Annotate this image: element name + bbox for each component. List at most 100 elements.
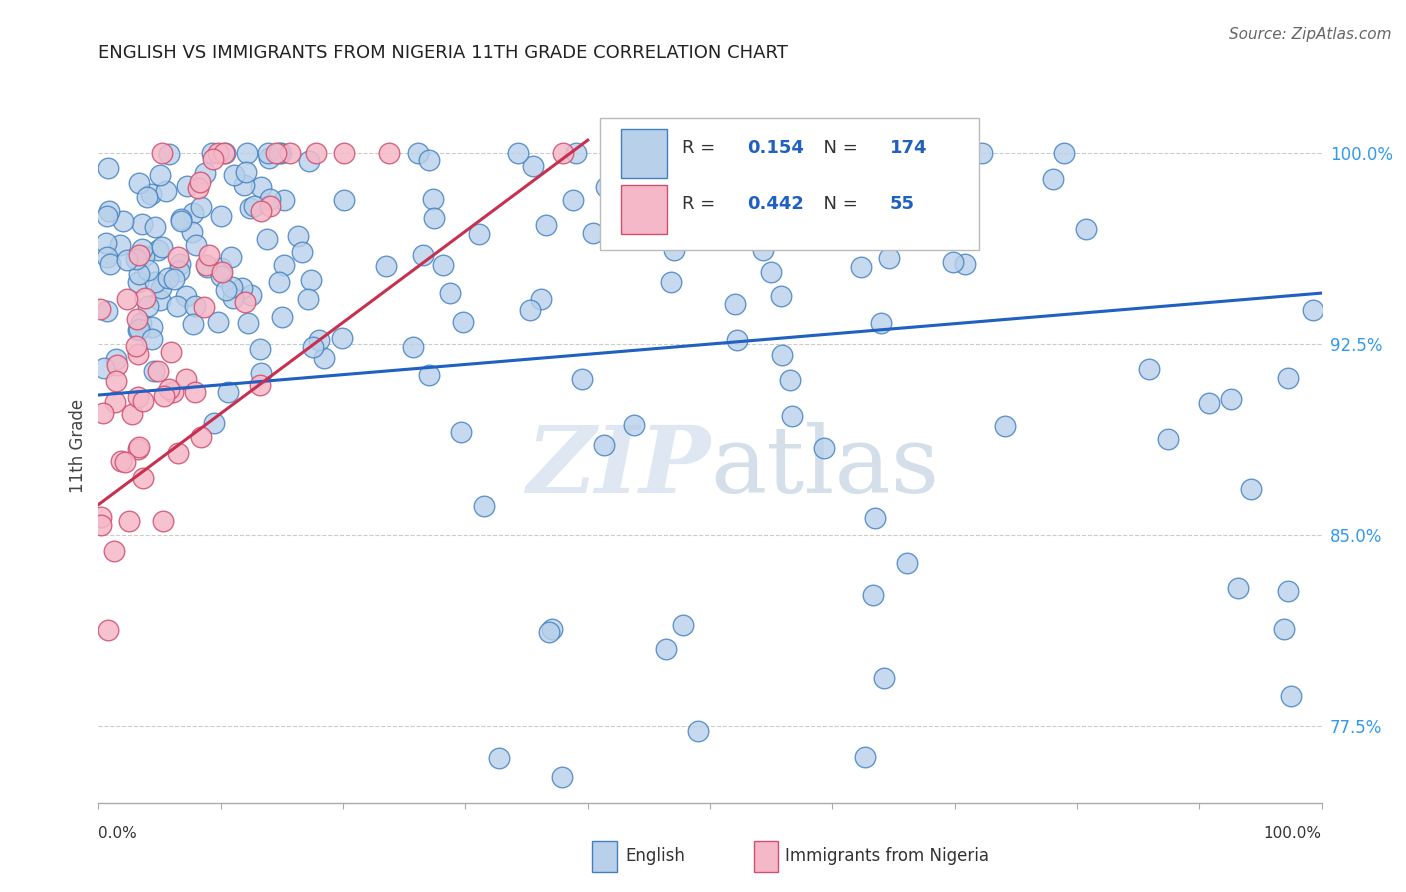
Point: [259, 192, 281, 206]
Point: [105, 351, 128, 366]
Point: [215, 283, 238, 297]
Point: [136, 190, 159, 204]
Point: [534, 218, 557, 232]
Text: R =: R =: [682, 139, 721, 157]
Point: [124, 339, 146, 353]
Point: [110, 454, 132, 468]
Point: [865, 510, 887, 524]
Point: [1277, 584, 1299, 599]
Point: [688, 723, 710, 738]
Point: [233, 295, 256, 310]
Point: [1277, 371, 1299, 385]
Point: [128, 440, 150, 454]
Point: [537, 624, 560, 639]
Point: [112, 213, 135, 227]
Point: [1042, 171, 1064, 186]
Point: [174, 372, 197, 386]
Point: [149, 293, 172, 308]
Point: [655, 641, 678, 656]
Point: [103, 544, 125, 558]
Point: [302, 340, 325, 354]
Text: 100.0%: 100.0%: [1264, 827, 1322, 841]
Point: [519, 303, 541, 318]
Point: [167, 264, 190, 278]
Point: [89, 301, 111, 316]
Point: [142, 364, 165, 378]
Point: [312, 351, 335, 366]
Point: [202, 416, 225, 430]
Point: [108, 238, 131, 252]
Point: [853, 750, 876, 764]
Point: [163, 271, 186, 285]
Text: 55: 55: [890, 195, 915, 213]
Point: [187, 181, 209, 195]
Point: [114, 455, 136, 469]
Point: [551, 145, 574, 160]
Point: [136, 299, 159, 313]
Point: [259, 199, 281, 213]
Text: 0.0%: 0.0%: [98, 827, 138, 841]
Point: [628, 208, 651, 222]
Point: [141, 332, 163, 346]
Point: [97, 161, 120, 175]
Point: [96, 303, 118, 318]
Point: [143, 276, 166, 290]
Y-axis label: 11th Grade: 11th Grade: [69, 399, 87, 493]
Point: [1302, 302, 1324, 317]
Point: [772, 348, 794, 362]
Point: [96, 250, 118, 264]
Point: [412, 248, 434, 262]
Point: [278, 145, 301, 160]
Point: [1279, 689, 1302, 703]
Point: [541, 623, 564, 637]
Text: 174: 174: [890, 139, 928, 157]
Point: [451, 315, 474, 329]
Point: [264, 145, 287, 160]
Point: [623, 418, 645, 433]
Text: N =: N =: [811, 139, 863, 157]
Point: [779, 373, 801, 387]
Point: [128, 248, 150, 262]
Point: [953, 257, 976, 271]
Text: English: English: [626, 847, 686, 865]
Point: [166, 251, 188, 265]
Point: [125, 312, 148, 326]
Text: ENGLISH VS IMMIGRANTS FROM NIGERIA 11TH GRADE CORRELATION CHART: ENGLISH VS IMMIGRANTS FROM NIGERIA 11TH …: [98, 45, 789, 62]
Point: [249, 366, 271, 380]
Point: [835, 208, 858, 222]
Point: [127, 442, 149, 456]
Point: [724, 296, 747, 310]
Point: [217, 385, 239, 400]
Point: [141, 186, 163, 201]
Point: [1157, 432, 1180, 446]
Point: [530, 292, 553, 306]
Point: [214, 145, 236, 160]
Point: [249, 378, 271, 392]
Point: [96, 235, 118, 250]
Point: [198, 247, 221, 261]
Point: [273, 258, 295, 272]
Point: [183, 206, 205, 220]
Point: [769, 288, 792, 302]
Point: [756, 145, 779, 160]
Point: [877, 252, 900, 266]
Point: [287, 229, 309, 244]
Point: [190, 430, 212, 444]
Point: [209, 260, 232, 275]
Point: [291, 245, 314, 260]
Point: [153, 389, 176, 403]
Point: [91, 406, 114, 420]
Point: [235, 165, 257, 179]
Point: [193, 300, 215, 314]
Point: [105, 375, 128, 389]
Point: [298, 154, 321, 169]
Text: Source: ZipAtlas.com: Source: ZipAtlas.com: [1229, 27, 1392, 42]
Point: [759, 265, 782, 279]
Point: [595, 180, 617, 194]
Point: [872, 671, 894, 685]
Point: [150, 240, 173, 254]
Point: [180, 225, 202, 239]
Point: [207, 315, 229, 329]
Point: [273, 194, 295, 208]
Point: [780, 409, 803, 424]
